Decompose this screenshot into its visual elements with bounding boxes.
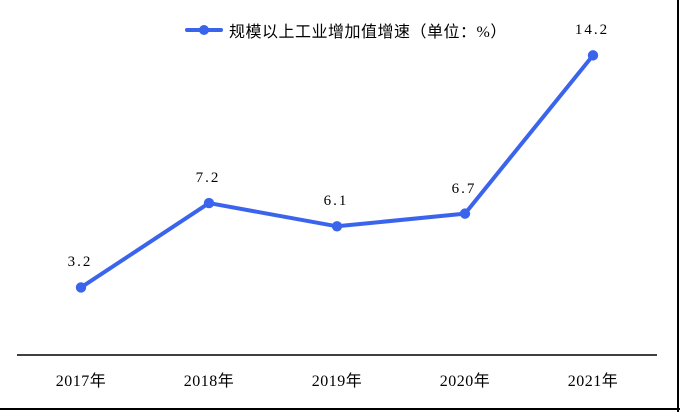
data-point-value-label: 3.2: [67, 254, 93, 271]
data-point-marker: [331, 221, 343, 232]
x-axis-category-label: 2018年: [183, 373, 235, 390]
x-axis-category-label: 2020年: [439, 373, 491, 390]
legend-line-dot-icon: [185, 25, 223, 35]
data-point-marker: [203, 197, 215, 209]
chart-legend: 规模以上工业增加值增速（单位：%）: [185, 20, 507, 41]
data-point-value-label: 7.2: [195, 170, 221, 187]
data-point-value-label: 6.7: [451, 180, 477, 197]
legend-label: 规模以上工业增加值增速（单位：%）: [229, 24, 507, 41]
data-point-value-label: 6.1: [323, 193, 349, 210]
frame-right-border: [677, 0, 679, 412]
data-point-marker: [459, 208, 471, 219]
frame-bottom-border: [0, 408, 680, 410]
legend-dot-icon: [199, 25, 209, 35]
x-axis-category-label: 2021年: [567, 373, 619, 390]
data-point-marker: [587, 50, 599, 61]
series-line: [79, 53, 595, 290]
x-axis-category-label: 2019年: [311, 373, 363, 390]
data-point-value-label: 14.2: [574, 22, 610, 39]
x-axis-category-label: 2017年: [55, 373, 107, 390]
data-point-marker: [75, 282, 87, 293]
